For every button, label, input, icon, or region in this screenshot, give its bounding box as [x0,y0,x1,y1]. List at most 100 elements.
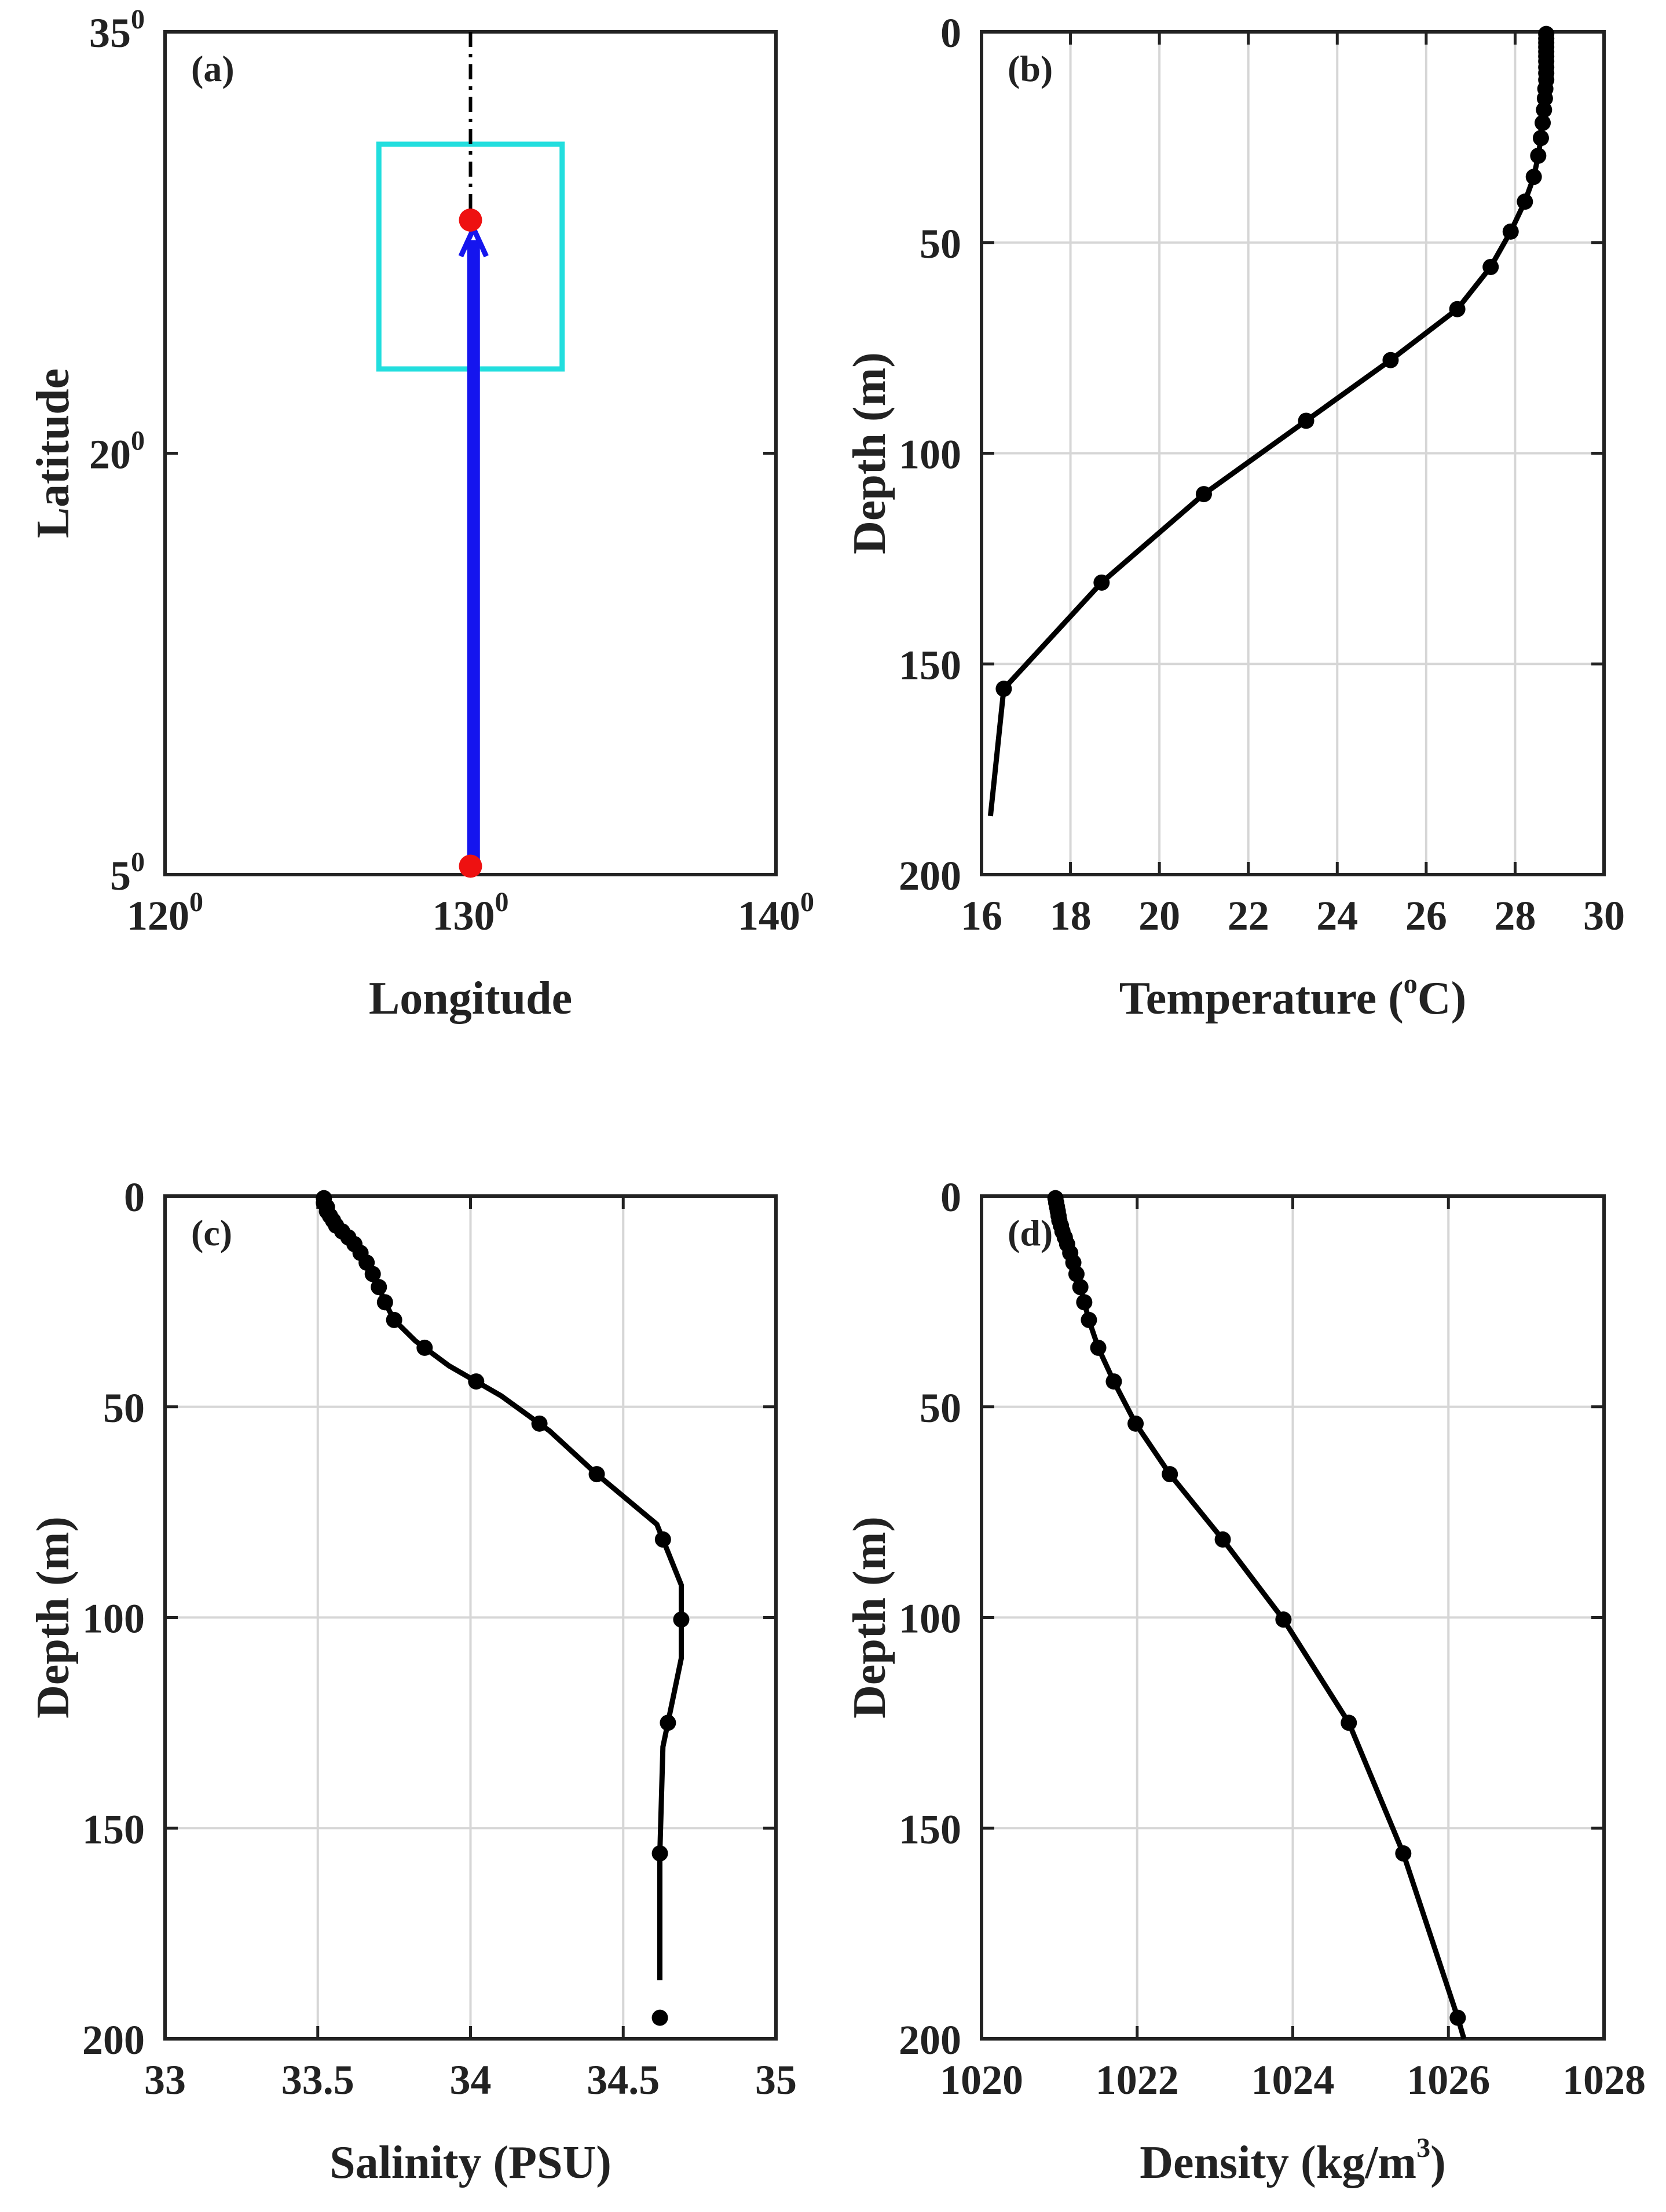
data-point [371,1279,387,1296]
x-tick-label-text: 34.5 [587,2057,660,2103]
x-tick-label-text: 120 [127,893,189,939]
x-tick-label: 20 [1138,893,1180,939]
data-point [1517,193,1533,210]
data-point [1162,1466,1178,1483]
x-tick-label: 24 [1316,893,1358,939]
x-tick-label: 34 [450,2057,492,2103]
y-tick-label-text: 50 [103,1385,145,1431]
data-point [1449,301,1466,317]
x-tick-label-text: 1024 [1251,2057,1335,2103]
y-tick-label: 200 [82,2017,145,2063]
data-point [651,1845,668,1862]
x-tick-label: 28 [1494,893,1536,939]
y-tick-label: 100 [899,1596,961,1642]
x-tick-label: 1400 [738,887,814,939]
data-point [1395,1845,1412,1862]
data-point [1502,223,1519,240]
series-line-temperature [987,34,1549,817]
panel-label: (a) [191,48,235,89]
x-tick-label-text: 1022 [1096,2057,1179,2103]
y-tick-label-text: 150 [899,1806,961,1852]
data-point [1535,115,1551,131]
x-tick-label-text: 33 [144,2057,186,2103]
x-tick-label-text: 1028 [1562,2057,1646,2103]
data-point [1081,1311,1097,1328]
axes-frame [980,1194,1606,2041]
x-axis-label-text: Longitude [369,973,572,1024]
x-tick-label-text: 35 [755,2057,797,2103]
y-tick-label: 0 [124,1174,145,1220]
x-tick-label-text: 1020 [940,2057,1023,2103]
data-point [1105,1373,1122,1390]
axes-frame [163,1194,778,2041]
x-tick-label: 33 [144,2057,186,2103]
x-axis-label: Density (kg/m3) [1140,2133,1445,2188]
x-axis-label: Salinity (PSU) [329,2137,612,2188]
x-tick-label-superscript: 0 [800,887,814,917]
data-point [673,1611,690,1628]
data-point [1072,1279,1089,1296]
panel-label: (d) [1008,1212,1053,1253]
data-point [1341,1714,1357,1731]
x-tick-label-text: 20 [1138,893,1180,939]
data-point [651,2009,668,2026]
x-tick-label-text: 18 [1050,893,1092,939]
data-point [1530,147,1547,164]
y-tick-label: 350 [89,4,145,56]
x-tick-label: 1026 [1407,2057,1490,2103]
x-axis-label-suffix: ) [1430,2137,1446,2188]
data-point [416,1339,433,1356]
data-point [1525,169,1542,185]
panel-label: (c) [191,1212,232,1253]
data-point [1532,130,1549,147]
y-tick-label-text: 0 [940,10,961,56]
x-tick-label-text: 33.5 [281,2057,354,2103]
x-tick-label-text: 130 [433,893,495,939]
data-point [1090,1339,1107,1356]
data-point [1068,1266,1085,1282]
x-tick-label: 1028 [1562,2057,1646,2103]
endpoint-marker-south [459,854,482,878]
data-point [1195,486,1212,503]
x-tick-label-text: 140 [738,893,800,939]
data-point [1298,412,1315,429]
y-tick-label: 200 [899,2017,961,2063]
y-tick-label-text: 150 [82,1806,145,1852]
y-axis-label: Depth (m) [844,1516,895,1719]
y-tick-label: 100 [899,432,961,478]
x-axis-label-superscript: 3 [1416,2133,1430,2163]
data-point [1449,2009,1466,2026]
data-point [531,1415,548,1432]
y-tick-label-text: 200 [899,2017,961,2063]
y-tick-label: 200 [899,853,961,899]
y-tick-label-text: 0 [124,1174,145,1220]
y-tick-label: 150 [899,1806,961,1852]
series-line-salinity [321,1198,684,1980]
x-tick-label: 30 [1583,893,1625,939]
x-axis-label-text: Salinity (PSU) [329,2137,612,2188]
y-axis-label: Depth (m) [28,1516,79,1719]
x-tick-label-text: 16 [961,893,1002,939]
data-point [1482,258,1499,275]
x-tick-label-text: 24 [1316,893,1358,939]
x-tick-label: 33.5 [281,2057,354,2103]
endpoint-marker-north [459,208,482,232]
data-point [468,1373,485,1390]
data-point [1214,1531,1231,1548]
data-point [588,1466,605,1483]
panel-d-density-profile: 1020 1022 1024 1026 1028 0 50 100 150 200 Density … [844,1174,1646,2188]
x-tick-label: 16 [961,893,1002,939]
x-axis-label-text: Temperature ( [1119,973,1404,1024]
y-tick-label-text: 50 [920,221,961,267]
y-tick-label-text: 200 [899,853,961,899]
y-tick-label-text: 100 [82,1596,145,1642]
x-tick-label: 1020 [940,2057,1023,2103]
data-point [1382,352,1399,368]
x-tick-label-text: 1026 [1407,2057,1490,2103]
x-tick-label-text: 30 [1583,893,1625,939]
panel-label: (b) [1008,48,1053,89]
panel-c-salinity-profile: 33 33.5 34 34.5 35 0 50 100 150 200 Salinity (PSU)… [28,1174,797,2188]
y-tick-label-text: 100 [899,1596,961,1642]
x-axis-label-superscript: o [1404,968,1418,999]
